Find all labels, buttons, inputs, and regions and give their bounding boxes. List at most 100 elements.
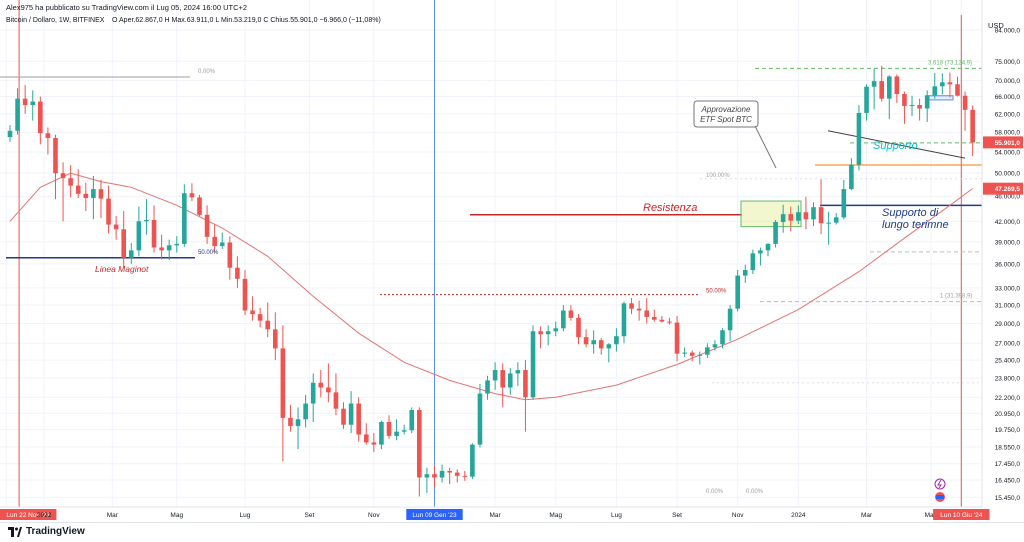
x-tick-label: 2022 xyxy=(37,512,52,519)
candle-body xyxy=(15,98,20,131)
y-tick-label: 36.000,0 xyxy=(995,261,1021,268)
candle-body xyxy=(394,431,399,436)
y-tick-label: 16.450,0 xyxy=(995,477,1021,484)
candle-body xyxy=(447,470,452,473)
candle-body xyxy=(924,95,930,109)
candle-body xyxy=(576,317,581,338)
candle-body xyxy=(727,308,733,331)
candle-body xyxy=(614,336,619,345)
candle-body xyxy=(583,337,589,345)
footer: TradingView xyxy=(0,522,1024,542)
candle-body xyxy=(128,250,134,258)
candle-body xyxy=(856,112,862,165)
candle-body xyxy=(523,370,528,398)
candle-body xyxy=(432,474,437,478)
annotation-resistenza: Resistenza xyxy=(643,202,697,214)
x-tick-label: Mar xyxy=(107,512,119,519)
y-tick-label: 22.200,0 xyxy=(995,395,1021,402)
candle-body xyxy=(833,217,839,223)
candle-body xyxy=(242,278,248,311)
ma-layer xyxy=(9,172,973,401)
annotation-supporto: Supporto xyxy=(873,140,918,152)
candle-body xyxy=(341,408,346,425)
price-label-tag xyxy=(983,182,1023,195)
candles-layer xyxy=(7,65,975,497)
candle-body xyxy=(818,207,824,224)
candle-body xyxy=(106,198,111,225)
x-tick-label: Lun 22 Nov '21 xyxy=(6,512,50,519)
annotation-etf-spot-btc: ETF Spot BTC xyxy=(700,115,752,124)
candle-body xyxy=(682,352,687,354)
candle-body xyxy=(197,197,202,215)
candle-body xyxy=(235,267,240,279)
candle-body xyxy=(45,133,51,138)
candle-body xyxy=(60,173,66,179)
candle-body xyxy=(500,370,505,388)
symbol-text[interactable]: Bitcoin / Dollaro, 1W, BITFINEX xyxy=(6,17,105,24)
candle-body xyxy=(667,321,672,323)
brand-name: TradingView xyxy=(26,526,85,537)
candle-body xyxy=(333,392,339,409)
annotation-approvazione: Approvazione xyxy=(701,105,751,114)
x-label-tag xyxy=(0,509,57,520)
candle-body xyxy=(780,214,786,222)
x-tick-label: Lun 10 Giu '24 xyxy=(940,512,982,519)
candle-body xyxy=(849,164,854,190)
candle-body xyxy=(144,219,149,222)
candle-body xyxy=(561,310,566,329)
candle-body xyxy=(811,207,816,220)
candle-body xyxy=(219,242,225,247)
y-tick-label: 17.450,0 xyxy=(995,461,1021,468)
x-tick-label: 2024 xyxy=(791,512,806,519)
y-tick-label: 75.000,0 xyxy=(995,59,1021,66)
x-tick-label: Mar xyxy=(861,512,873,519)
candle-body xyxy=(705,347,710,355)
tradingview-logo-icon[interactable] xyxy=(8,526,22,538)
candle-body xyxy=(75,185,81,194)
candle-body xyxy=(629,303,634,309)
candle-body xyxy=(485,380,490,394)
candle-body xyxy=(773,221,778,244)
candle-body xyxy=(356,403,361,435)
chart-svg[interactable]: Linea Maginot Resistenza Supporto Supporto … xyxy=(0,0,1024,522)
candle-body xyxy=(53,137,58,174)
candle-body xyxy=(750,253,756,271)
candle-body xyxy=(409,409,415,431)
y-tick-label: 70.000,0 xyxy=(995,78,1021,85)
y-tick-label: 46.000,0 xyxy=(995,194,1021,201)
y-tick-label: 62.000,0 xyxy=(995,111,1021,118)
candle-body xyxy=(909,105,915,107)
candle-body xyxy=(174,243,180,246)
x-tick-label: Mag xyxy=(549,512,562,519)
candle-body xyxy=(295,419,301,427)
candle-body xyxy=(803,212,809,220)
candle-body xyxy=(689,352,695,356)
y-tick-label: 42.000,0 xyxy=(995,219,1021,226)
candle-body xyxy=(371,442,377,445)
candle-body xyxy=(318,382,324,388)
candle-body xyxy=(68,178,73,186)
candle-body xyxy=(553,328,559,332)
candle-body xyxy=(720,330,725,345)
candle-body xyxy=(917,105,922,109)
candle-body xyxy=(212,236,217,247)
moving-average-line xyxy=(9,172,973,401)
candle-body xyxy=(962,95,968,110)
candle-body xyxy=(386,421,392,436)
candle-body xyxy=(902,94,907,106)
fib-label-red-50: 50.00% xyxy=(706,289,727,295)
candle-body xyxy=(530,331,536,398)
flag-stripe-icon xyxy=(936,495,944,499)
fib-label-100: 100.00% xyxy=(706,173,730,179)
candle-body xyxy=(462,475,468,477)
candle-body xyxy=(894,76,900,95)
candle-body xyxy=(545,331,551,335)
x-tick-label: Lun 09 Gen '23 xyxy=(412,512,457,519)
x-tick-label: Lug xyxy=(240,512,251,519)
y-tick-label: 18.550,0 xyxy=(995,444,1021,451)
candle-body xyxy=(91,189,96,198)
y-axis: 84.000,0 75.000,0 70.000,0 66.000,0 62.000,0… xyxy=(983,28,1023,502)
x-tick-label: Mar xyxy=(490,512,502,519)
fib-label-1: 1 (31.398,9) xyxy=(940,294,972,300)
